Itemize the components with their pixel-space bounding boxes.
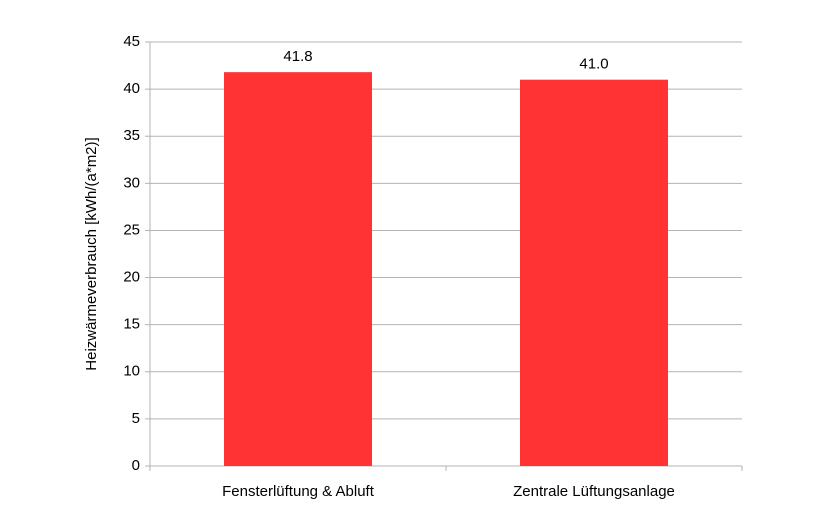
- y-tick-label: 35: [123, 127, 140, 144]
- bar: [520, 79, 668, 466]
- y-tick-label: 10: [123, 363, 140, 380]
- y-tick-label: 20: [123, 269, 140, 286]
- y-tick-label: 0: [132, 457, 140, 474]
- y-tick-label: 40: [123, 80, 140, 97]
- y-tick-label: 45: [123, 33, 140, 50]
- y-tick-label: 15: [123, 316, 140, 333]
- y-tick-label: 30: [123, 174, 140, 191]
- value-label: 41.8: [283, 48, 312, 65]
- x-tick-label: Zentrale Lüftungsanlage: [513, 483, 675, 500]
- value-label: 41.0: [579, 56, 608, 73]
- x-tick-label: Fensterlüftung & Abluft: [222, 483, 375, 500]
- y-axis-label: Heizwärmeverbrauch [kWh/(a*m2)]: [83, 137, 100, 370]
- bar: [224, 72, 372, 466]
- y-tick-label: 25: [123, 221, 140, 238]
- y-tick-label: 5: [132, 410, 140, 427]
